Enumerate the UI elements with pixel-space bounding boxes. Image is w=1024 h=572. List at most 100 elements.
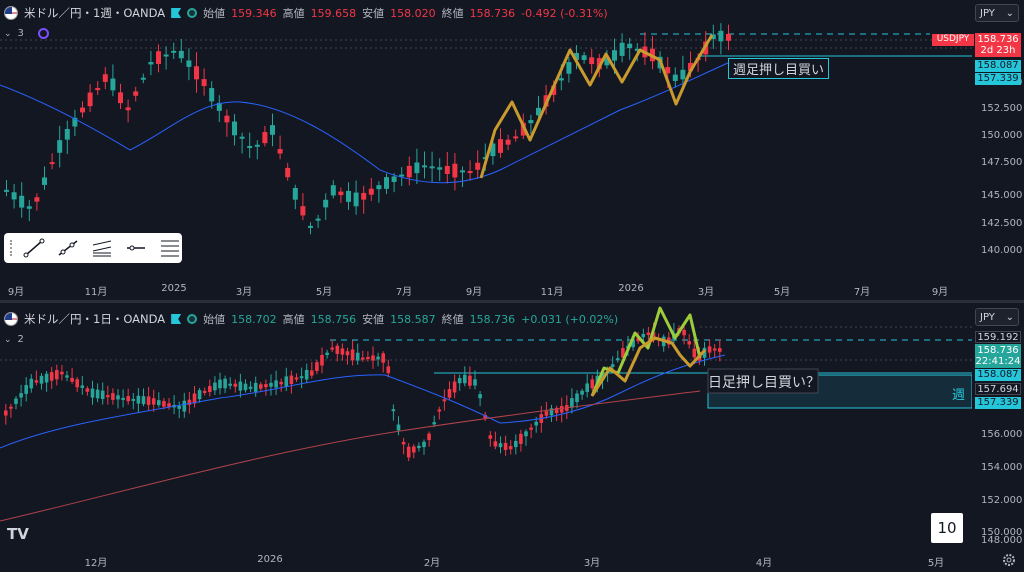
time-tick: 7月: [395, 287, 413, 298]
time-tick: 9月: [931, 287, 949, 298]
parallel-channel-icon[interactable]: [90, 237, 114, 259]
usd-flag-icon: [4, 6, 18, 20]
gear-icon[interactable]: [1002, 553, 1016, 567]
price-tick: 140.000: [981, 245, 1023, 256]
time-tick: 3月: [583, 558, 601, 569]
daily-time-axis[interactable]: 12月 2026 2月 3月 4月 5月: [0, 554, 972, 572]
weekly-candles: [0, 23, 972, 235]
open-label: 始値: [203, 7, 226, 20]
price-tick: 152.500: [981, 103, 1023, 114]
price-tick: 156.000: [981, 429, 1023, 440]
close-value: 158.736: [469, 312, 516, 326]
daily-currency-select[interactable]: JPY ⌄: [975, 308, 1019, 326]
low-label: 安値: [362, 7, 385, 20]
price-tick: 150.000: [981, 527, 1023, 538]
weekly-zone-label[interactable]: 週: [952, 388, 966, 403]
drag-handle-icon[interactable]: [10, 240, 12, 256]
time-tick: 2月: [423, 558, 441, 569]
usd-flag-icon: [4, 312, 18, 326]
chevron-down-icon[interactable]: ⌄: [4, 28, 12, 39]
time-tick: 5月: [315, 287, 333, 298]
horizontal-ray-icon[interactable]: [124, 237, 148, 259]
chevron-down-icon: ⌄: [1005, 311, 1014, 323]
price-tag: 157.694: [975, 383, 1021, 395]
time-tick: 2026: [618, 283, 644, 294]
low-value: 158.020: [390, 6, 436, 20]
price-tick: 148.000: [981, 535, 1023, 546]
countdown: 22:41:24: [975, 356, 1021, 367]
time-tick: 11月: [540, 287, 564, 298]
open-value: 158.702: [231, 312, 277, 326]
time-tick: 9月: [465, 287, 483, 298]
price-tag: 157.339: [975, 397, 1021, 409]
pane-divider[interactable]: [0, 300, 1024, 303]
chevron-down-icon[interactable]: ⌄: [4, 334, 12, 345]
close-label: 終値: [441, 313, 464, 326]
time-tick: 4月: [755, 558, 773, 569]
indicator-count: 2: [17, 334, 24, 345]
countdown: 2d 23h: [980, 45, 1016, 56]
page-number-badge: 10: [931, 513, 963, 543]
weekly-dip-annotation[interactable]: 週足押し目買い: [728, 58, 830, 79]
high-label: 高値: [282, 313, 305, 326]
current-price-tag: 158.736 22:41:24: [975, 344, 1021, 368]
time-tick: 9月: [7, 287, 25, 298]
price-tick: 147.500: [981, 157, 1023, 168]
indicator-count: 3: [17, 28, 24, 39]
open-label: 始値: [203, 313, 226, 326]
change-value: +0.031 (+0.02%): [521, 312, 619, 326]
price-tick: 142.500: [981, 218, 1023, 229]
daily-dip-annotation[interactable]: 日足押し目買い？: [708, 375, 820, 391]
time-tick: 5月: [773, 287, 791, 298]
close-label: 終値: [441, 7, 464, 20]
market-status-icon: [187, 314, 198, 324]
time-tick: 7月: [853, 287, 871, 298]
change-value: -0.492 (-0.31%): [521, 6, 608, 20]
weekly-header: 米ドル／円・1週・OANDA 始値 159.346 高値 159.658 安値 158…: [4, 5, 608, 21]
price-tag: 157.339: [975, 73, 1021, 85]
weekly-indicator-toggle[interactable]: ⌄ 3: [4, 28, 49, 39]
price-tag: 159.192: [975, 331, 1021, 343]
currency-label: JPY: [980, 7, 995, 19]
fib-levels-icon[interactable]: [158, 237, 182, 259]
ray-line-icon[interactable]: [56, 237, 80, 259]
time-tick: 3月: [697, 287, 715, 298]
price-tag: 158.087: [975, 369, 1021, 381]
high-value: 158.756: [310, 312, 357, 326]
price-tick: 152.000: [981, 495, 1023, 506]
bookmark-flag-icon[interactable]: [171, 8, 182, 18]
weekly-symbol[interactable]: 米ドル／円・1週・OANDA: [24, 6, 166, 20]
daily-indicator-toggle[interactable]: ⌄ 2: [4, 334, 24, 345]
symbol-tag: USDJPY: [932, 34, 974, 46]
daily-candles: [0, 306, 972, 522]
low-value: 158.587: [390, 312, 436, 326]
currency-label: JPY: [980, 311, 995, 323]
bookmark-flag-icon[interactable]: [171, 314, 182, 324]
indicator-icon[interactable]: [37, 28, 49, 39]
current-price-tag: 158.736 2d 23h: [975, 33, 1021, 57]
price-tick: 150.000: [981, 130, 1023, 141]
market-status-icon: [187, 8, 198, 18]
daily-header: 米ドル／円・1日・OANDA 始値 158.702 高値 158.756 安値 158…: [4, 311, 618, 327]
daily-chart-pane[interactable]: [0, 303, 972, 572]
close-value: 158.736: [469, 6, 516, 20]
high-value: 159.658: [310, 6, 357, 20]
drawing-toolbar[interactable]: [4, 233, 182, 263]
time-tick: 5月: [927, 558, 945, 569]
time-tick: 11月: [84, 287, 108, 298]
daily-symbol[interactable]: 米ドル／円・1日・OANDA: [24, 312, 166, 326]
price-tick: 145.000: [981, 190, 1023, 201]
chevron-down-icon: ⌄: [1005, 7, 1014, 19]
time-tick: 3月: [235, 287, 253, 298]
price-tick: 154.000: [981, 462, 1023, 473]
low-label: 安値: [362, 313, 385, 326]
current-price: 158.736: [977, 345, 1019, 356]
high-label: 高値: [282, 7, 305, 20]
trend-line-icon[interactable]: [22, 237, 46, 259]
weekly-time-axis[interactable]: 9月 11月 2025 3月 5月 7月 9月 11月 2026 3月 5月 7月 9月: [0, 283, 972, 301]
time-tick: 2026: [257, 554, 283, 565]
price-tag: 158.087: [975, 60, 1021, 72]
tradingview-logo: TV: [7, 525, 29, 543]
weekly-currency-select[interactable]: JPY ⌄: [975, 4, 1019, 22]
